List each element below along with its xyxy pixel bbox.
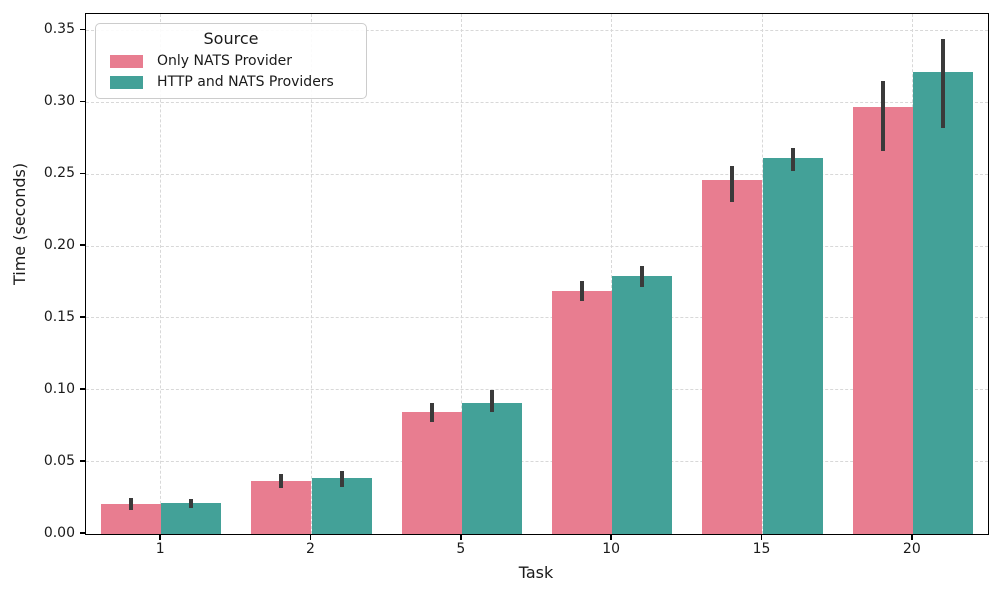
legend-entry: HTTP and NATS Providers — [106, 74, 356, 90]
gridline-horizontal — [86, 101, 988, 103]
y-tick-label: 0.05 — [43, 453, 75, 470]
x-tick-label: 15 — [752, 541, 771, 557]
y-tick-mark — [80, 172, 85, 175]
error-bar — [189, 499, 194, 509]
gridline-horizontal — [86, 245, 988, 247]
x-tick-mark — [460, 534, 462, 540]
y-tick-label: 0.20 — [43, 237, 75, 254]
y-tick-label: 0.25 — [43, 165, 75, 182]
error-bar — [940, 39, 945, 129]
error-bar — [489, 390, 494, 412]
bar — [702, 180, 763, 534]
y-axis-label: Time (seconds) — [10, 162, 29, 285]
bar — [852, 106, 913, 534]
gridline-horizontal — [86, 317, 988, 319]
bar — [762, 158, 823, 534]
error-bar — [880, 80, 885, 152]
y-tick-label: 0.00 — [43, 525, 75, 541]
legend-title: Source — [203, 29, 259, 48]
bar — [612, 276, 673, 534]
legend-swatch-only-nats — [110, 54, 143, 68]
x-tick-mark — [610, 534, 612, 540]
error-bar — [339, 470, 344, 487]
y-tick-mark — [80, 388, 85, 390]
x-tick-label: 10 — [602, 541, 621, 557]
error-bar — [279, 473, 284, 488]
legend: Source Only NATS Provider HTTP and NATS … — [95, 23, 367, 99]
x-tick-mark — [911, 534, 913, 540]
y-tick-mark — [80, 532, 85, 534]
gridline-horizontal — [86, 461, 988, 463]
legend-swatch-http-nats — [110, 75, 143, 89]
gridline-vertical — [611, 14, 613, 534]
error-bar — [730, 165, 735, 202]
y-tick-mark — [80, 28, 85, 31]
y-tick-mark — [80, 244, 85, 246]
bar — [552, 290, 613, 534]
x-tick-label: 5 — [456, 541, 466, 557]
gridline-horizontal — [86, 173, 988, 175]
x-axis-label: Task — [518, 563, 554, 582]
y-tick-mark — [80, 460, 85, 462]
y-tick-label: 0.30 — [43, 93, 75, 110]
gridline-horizontal — [86, 389, 988, 391]
error-bar — [640, 266, 645, 287]
y-tick-mark — [80, 100, 85, 103]
y-tick-label: 0.15 — [43, 309, 75, 326]
x-tick-mark — [159, 534, 161, 540]
x-tick-label: 1 — [155, 541, 165, 557]
y-tick-label: 0.10 — [43, 381, 75, 398]
legend-label: HTTP and NATS Providers — [157, 74, 334, 90]
gridline-vertical — [310, 14, 312, 534]
bar — [251, 480, 312, 534]
bar — [161, 503, 222, 534]
gridline-horizontal — [86, 29, 988, 31]
error-bar — [790, 148, 795, 172]
legend-label: Only NATS Provider — [157, 53, 293, 69]
x-tick-mark — [760, 534, 763, 540]
bar — [461, 403, 522, 534]
bar — [401, 411, 462, 534]
x-tick-label: 20 — [902, 541, 921, 557]
error-bar — [429, 403, 434, 422]
y-tick-label: 0.35 — [43, 21, 75, 38]
error-bar — [580, 280, 585, 301]
bar — [912, 72, 973, 534]
gridline-vertical — [461, 14, 463, 534]
error-bar — [129, 498, 134, 510]
gridline-vertical — [160, 14, 162, 534]
bar — [311, 477, 372, 534]
legend-entry: Only NATS Provider — [106, 53, 356, 69]
x-tick-label: 2 — [306, 541, 315, 557]
plot-area — [85, 13, 989, 535]
y-tick-mark — [80, 316, 85, 318]
x-tick-mark — [309, 534, 312, 540]
